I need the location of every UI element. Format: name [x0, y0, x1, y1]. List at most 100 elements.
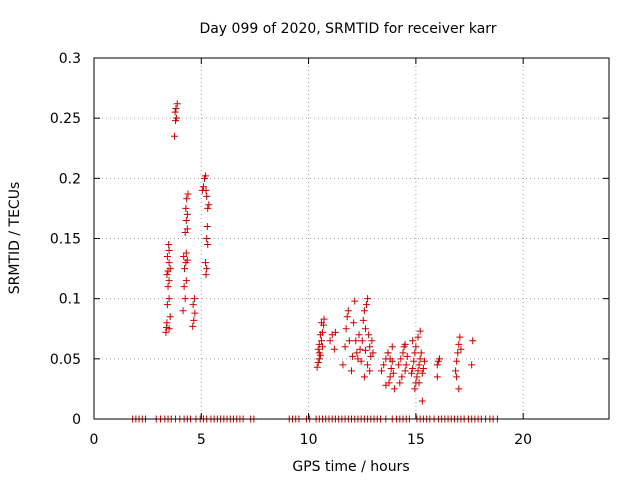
data-point [390, 385, 398, 393]
data-point [359, 316, 367, 324]
x-tick-labels: 0 5 10 15 20 [90, 432, 533, 448]
data-point [453, 373, 461, 381]
data-point [415, 361, 423, 369]
data-point [165, 325, 173, 333]
data-point [165, 247, 173, 255]
data-point [384, 349, 392, 357]
data-point [457, 345, 465, 353]
data-point [189, 322, 197, 330]
data-point [369, 349, 377, 357]
y-tick-label: 0 [72, 412, 81, 428]
data-point [202, 172, 210, 180]
data-point [456, 333, 464, 341]
data-point [204, 204, 212, 212]
data-point [419, 364, 427, 372]
data-point [368, 337, 376, 345]
data-point [395, 361, 403, 369]
y-tick-label: 0.1 [59, 292, 81, 308]
axis-ticks [93, 57, 609, 420]
y-tick-label: 0.3 [59, 51, 81, 67]
data-point [314, 345, 322, 353]
data-point [164, 283, 172, 291]
data-point [341, 343, 349, 351]
data-point [413, 373, 421, 381]
x-tick-label: 20 [514, 432, 532, 448]
data-point [468, 361, 476, 369]
data-points [129, 100, 501, 423]
x-tick-label: 15 [407, 432, 425, 448]
data-point [361, 325, 369, 333]
data-point [364, 295, 372, 303]
data-point [202, 186, 210, 194]
data-point [411, 349, 419, 357]
data-point [351, 297, 359, 305]
data-point [203, 235, 211, 242]
y-tick-label: 0.15 [50, 232, 81, 248]
data-point [398, 373, 406, 381]
data-point [360, 373, 368, 381]
data-point [435, 355, 443, 363]
data-point [349, 352, 357, 360]
data-point [170, 132, 178, 140]
data-point [364, 361, 372, 369]
data-point [203, 265, 211, 273]
data-point [418, 369, 426, 377]
data-point [358, 337, 366, 345]
data-point [414, 367, 422, 375]
data-point [352, 337, 360, 345]
data-point [182, 277, 190, 285]
y-axis-label: SRMTID / TECUs [7, 182, 23, 295]
data-point [357, 357, 365, 365]
y-tick-label: 0.2 [59, 171, 81, 187]
data-point [181, 265, 189, 273]
data-point [344, 307, 352, 315]
data-point [179, 307, 187, 315]
data-point [315, 349, 323, 357]
data-point [330, 345, 338, 353]
data-point [402, 361, 410, 369]
data-point [181, 228, 189, 236]
data-point [183, 256, 191, 264]
data-point [184, 190, 192, 198]
data-point [166, 313, 174, 321]
data-point [165, 259, 173, 267]
data-point [203, 192, 211, 200]
y-tick-labels: 0 0.05 0.1 0.15 0.2 0.25 0.3 [50, 51, 81, 428]
chart-title: Day 099 of 2020, SRMTID for receiver kar… [199, 21, 496, 37]
data-point [326, 337, 334, 345]
x-tick-label: 5 [197, 432, 206, 448]
data-point [433, 373, 441, 381]
data-point [353, 349, 361, 357]
data-point [163, 253, 171, 261]
data-point [387, 364, 395, 372]
plot-frame [93, 57, 610, 420]
data-point [180, 253, 188, 261]
data-point [408, 369, 416, 377]
data-point [314, 358, 322, 366]
data-point [202, 271, 210, 279]
data-point [350, 319, 358, 327]
data-point [455, 385, 463, 393]
data-point [416, 355, 424, 363]
data-point [205, 201, 213, 209]
data-point [469, 337, 477, 345]
data-point [189, 301, 197, 309]
data-point [389, 369, 397, 377]
data-point [163, 301, 171, 309]
data-point [401, 340, 409, 348]
y-tick-label: 0.05 [50, 352, 81, 368]
data-point [454, 349, 462, 357]
data-point [453, 357, 461, 365]
data-point [416, 327, 424, 335]
data-point [363, 301, 371, 309]
data-point [415, 379, 423, 387]
data-point [356, 345, 364, 353]
data-point [366, 343, 374, 351]
data-point [380, 361, 388, 369]
data-point [401, 367, 409, 375]
x-axis-label: GPS time / hours [292, 459, 409, 475]
data-point [199, 183, 207, 191]
data-point [183, 210, 191, 218]
x-tick-label: 0 [90, 432, 99, 448]
data-point [190, 295, 198, 303]
